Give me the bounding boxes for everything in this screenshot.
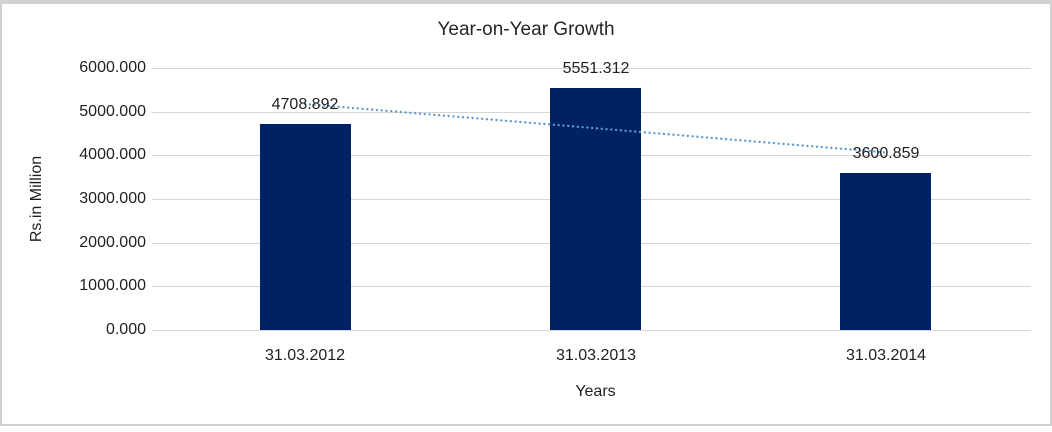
data-label: 4708.892 <box>271 96 339 113</box>
y-axis-tick-label: 4000.000 <box>79 146 146 163</box>
bar-31.03.2012[interactable] <box>260 124 351 330</box>
y-axis-tick-label: 3000.000 <box>79 190 146 207</box>
data-label: 3600.859 <box>852 145 920 162</box>
y-axis-tick-label: 0.000 <box>105 321 146 338</box>
y-axis-tick-label: 5000.000 <box>79 103 146 120</box>
x-axis-title: Years <box>575 383 616 400</box>
bar-31.03.2013[interactable] <box>550 88 641 330</box>
data-label: 5551.312 <box>562 60 630 77</box>
x-axis-tick-label: 31.03.2014 <box>845 347 927 364</box>
x-axis-tick-label: 31.03.2013 <box>555 347 637 364</box>
bar-31.03.2014[interactable] <box>840 173 931 330</box>
y-axis-tick-label: 6000.000 <box>79 59 146 76</box>
gridline <box>152 330 1031 331</box>
chart-title: Year-on-Year Growth <box>437 19 615 40</box>
gridline <box>152 68 1031 69</box>
y-axis-tick-label: 2000.000 <box>79 234 146 251</box>
x-axis-tick-label: 31.03.2012 <box>264 347 346 364</box>
y-axis-tick-label: 1000.000 <box>79 277 146 294</box>
